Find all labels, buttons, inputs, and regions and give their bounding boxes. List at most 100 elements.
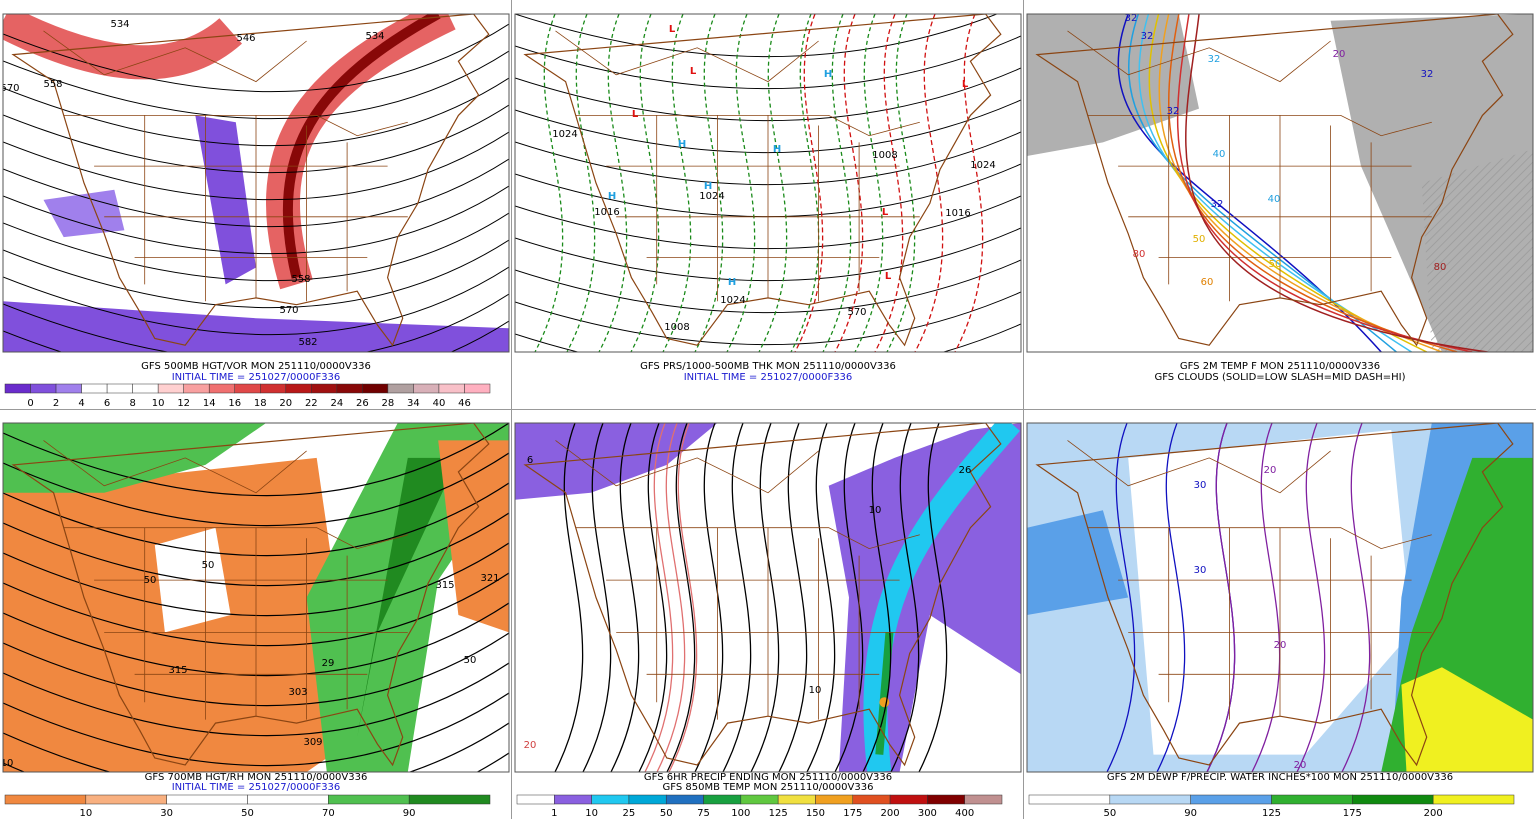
colorbar-box bbox=[132, 383, 159, 394]
colorbar-label: 10 bbox=[585, 808, 598, 819]
contour-label: 1024 bbox=[970, 160, 995, 171]
contour-label: H bbox=[824, 69, 832, 80]
caption: GFS PRS/1000-500MB THK MON 251110/0000V3… bbox=[640, 361, 896, 372]
contour-label: 30 bbox=[1194, 565, 1207, 576]
caption: GFS 6HR PRECIP ENDING MON 251110/0000V33… bbox=[644, 772, 892, 783]
contour bbox=[3, 23, 509, 92]
contour-label: 32 bbox=[1421, 69, 1434, 80]
colorbar-label: 10 bbox=[152, 398, 165, 409]
contour bbox=[3, 572, 509, 647]
contour bbox=[1156, 423, 1186, 772]
contour bbox=[3, 185, 509, 254]
contour bbox=[3, 77, 509, 146]
contour bbox=[598, 14, 628, 352]
contour-label: 10 bbox=[809, 685, 822, 696]
pw-fill bbox=[1401, 667, 1533, 772]
contour bbox=[778, 423, 808, 772]
contour-label: 1008 bbox=[872, 150, 897, 161]
contour-label: 32 bbox=[1125, 13, 1138, 24]
border bbox=[43, 30, 307, 83]
caption: GFS 2M TEMP F MON 251110/0000V336 bbox=[1180, 361, 1380, 372]
caption: INITIAL TIME = 251027/0000F336 bbox=[172, 782, 341, 793]
vort-fill bbox=[43, 189, 125, 238]
contour-label: 80 bbox=[1434, 262, 1447, 273]
contour bbox=[3, 266, 509, 335]
contour bbox=[722, 423, 752, 772]
colorbar-box bbox=[4, 383, 31, 394]
contour-label: L bbox=[669, 24, 676, 35]
colorbar-box bbox=[234, 383, 261, 394]
caption: GFS 500MB HGT/VOR MON 251110/0000V336 bbox=[141, 361, 371, 372]
contour bbox=[3, 212, 509, 281]
contour bbox=[515, 195, 1021, 250]
cloud-fill bbox=[1027, 14, 1199, 156]
contour-label: 20 bbox=[1274, 640, 1287, 651]
contour-label: 32 bbox=[1208, 54, 1221, 65]
contour-label: 1016 bbox=[594, 207, 619, 218]
contour bbox=[3, 131, 509, 200]
caption: INITIAL TIME = 251027/0000F336 bbox=[172, 372, 341, 383]
colorbar-box bbox=[4, 794, 87, 805]
contour bbox=[515, 227, 1021, 282]
contour-label: 50 bbox=[144, 575, 157, 586]
colorbar-label: 70 bbox=[322, 808, 335, 819]
contour bbox=[3, 293, 509, 352]
map-frame bbox=[2, 13, 510, 353]
colorbar-label: 24 bbox=[330, 398, 343, 409]
contour-label: 60 bbox=[1201, 277, 1214, 288]
colorbar-box bbox=[927, 794, 965, 805]
precip-max bbox=[879, 697, 890, 708]
colorbar-box bbox=[247, 794, 329, 805]
contour bbox=[3, 50, 509, 119]
colorbar-box bbox=[85, 794, 167, 805]
caption: GFS CLOUDS (SOLID=LOW SLASH=MID DASH=HI) bbox=[1154, 372, 1405, 383]
colorbar-box bbox=[964, 794, 1003, 805]
rh-fill bbox=[3, 423, 267, 493]
contour bbox=[656, 423, 686, 772]
contour-label: 309 bbox=[303, 737, 322, 748]
border bbox=[575, 527, 920, 550]
contour-label: 321 bbox=[480, 573, 499, 584]
contour-label: 50 bbox=[1193, 234, 1206, 245]
vort-fill bbox=[3, 301, 509, 352]
contour bbox=[582, 423, 612, 772]
contour-label: 40 bbox=[1213, 149, 1226, 160]
colorbar-box bbox=[1028, 794, 1111, 805]
colorbar-label: 100 bbox=[731, 808, 750, 819]
contour bbox=[3, 452, 509, 527]
caption: GFS 2M DEWP F/PRECIP. WATER INCHES*100 M… bbox=[1107, 772, 1453, 783]
contour bbox=[1206, 423, 1236, 772]
contour-label: H bbox=[678, 139, 686, 150]
colorbar-box bbox=[1190, 794, 1272, 805]
contour-label: L bbox=[962, 79, 969, 90]
contour-label: 40 bbox=[1268, 194, 1281, 205]
pw-fill bbox=[1128, 430, 1412, 755]
contour-label: 32 bbox=[1141, 31, 1154, 42]
contour bbox=[822, 14, 852, 352]
contour-label: 546 bbox=[236, 33, 255, 44]
coastline bbox=[523, 14, 1002, 347]
contour-label: 558 bbox=[291, 274, 310, 285]
contour bbox=[515, 67, 1021, 122]
colorbar-label: 6 bbox=[104, 398, 110, 409]
contour-label: 570 bbox=[279, 305, 298, 316]
contour bbox=[515, 99, 1021, 154]
contour-label: 315 bbox=[435, 580, 454, 591]
colorbar-box bbox=[311, 383, 338, 394]
colorbar-box bbox=[591, 794, 630, 805]
colorbar-box bbox=[1432, 794, 1515, 805]
contour-label: 20 bbox=[524, 740, 537, 751]
colorbar-label: 125 bbox=[769, 808, 788, 819]
colorbar-label: 300 bbox=[918, 808, 937, 819]
map-frame bbox=[514, 422, 1022, 773]
contour-label: 570 bbox=[847, 307, 866, 318]
contour bbox=[515, 291, 1021, 346]
contour bbox=[515, 259, 1021, 314]
colorbar-box bbox=[464, 383, 491, 394]
contour bbox=[3, 722, 509, 772]
map-frame bbox=[514, 13, 1022, 353]
contour bbox=[3, 662, 509, 737]
coastline bbox=[11, 423, 490, 767]
contour bbox=[3, 632, 509, 707]
